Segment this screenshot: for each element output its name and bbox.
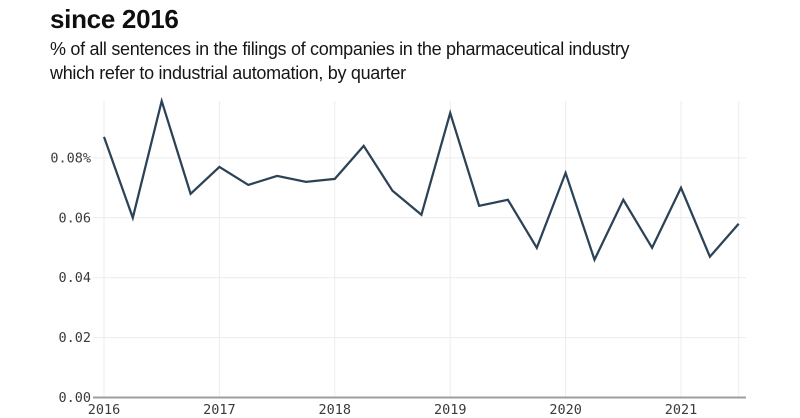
x-tick-label: 2017 xyxy=(203,402,236,418)
x-tick-label: 2016 xyxy=(88,402,121,418)
y-tick-label: 0.08% xyxy=(50,150,91,166)
vertical-gridlines xyxy=(103,101,740,398)
y-tick-label: 0.02 xyxy=(58,330,91,346)
x-tick-label: 2021 xyxy=(665,402,698,418)
y-tick-label: 0.06 xyxy=(58,210,91,226)
data-series-line xyxy=(102,96,740,263)
x-tick-label: 2019 xyxy=(434,402,467,418)
chart-title: since 2016 xyxy=(50,4,179,34)
y-tick-label: 0.04 xyxy=(58,270,91,286)
x-tick-label: 2018 xyxy=(319,402,352,418)
x-tick-label: 2020 xyxy=(549,402,582,418)
chart-subtitle-line-2: which refer to industrial automation, by… xyxy=(50,62,406,83)
chart-subtitle: % of all sentences in the filings of com… xyxy=(50,38,630,85)
series-polyline xyxy=(102,96,740,263)
y-tick-label: 0.00 xyxy=(58,390,91,406)
y-axis-tick-labels: 0.08% 0.06 0.04 0.02 0.00 xyxy=(50,150,91,406)
horizontal-gridlines xyxy=(93,157,746,339)
chart-subtitle-line-1: % of all sentences in the filings of com… xyxy=(50,39,630,59)
x-axis-tick-labels: 2016 2017 2018 2019 2020 2021 xyxy=(88,402,698,418)
